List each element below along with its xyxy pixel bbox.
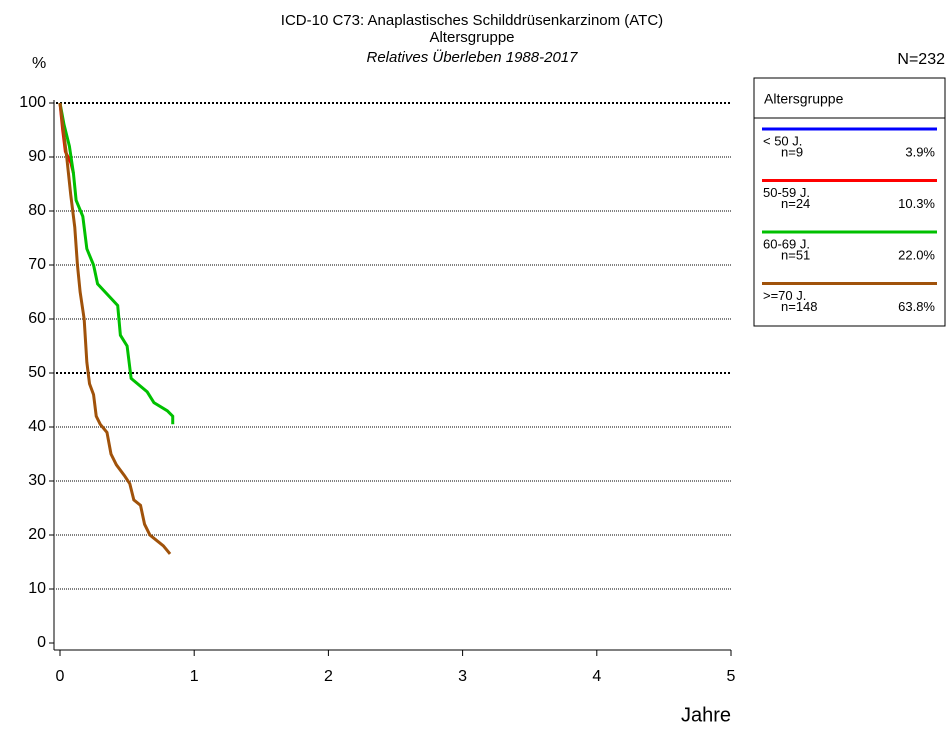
y-tick-label: 80 (28, 202, 46, 219)
y-axis-label: % (32, 55, 46, 72)
legend-label: 60-69 J. (763, 236, 810, 251)
survival-line (58, 102, 175, 425)
survival-line (58, 102, 172, 555)
y-tick-label: 40 (28, 418, 46, 435)
x-tick-label: 5 (727, 668, 736, 685)
legend-share: 63.8% (898, 299, 935, 314)
legend-share: 3.9% (905, 144, 935, 159)
total-count: N=232 (897, 51, 945, 68)
y-tick-label: 100 (19, 94, 46, 111)
y-tick-label: 10 (28, 580, 46, 597)
legend-label: >=70 J. (763, 288, 806, 303)
legend-label: < 50 J. (763, 133, 802, 148)
x-tick-label: 0 (56, 668, 65, 685)
legend-title: Altersgruppe (764, 91, 844, 107)
y-tick-label: 20 (28, 526, 46, 543)
legend-count: n=148 (781, 299, 818, 314)
legend-label: 50-59 J. (763, 185, 810, 200)
y-tick-label: 70 (28, 256, 46, 273)
x-tick-label: 2 (324, 668, 333, 685)
x-axis-label: Jahre (681, 704, 731, 726)
legend-share: 10.3% (898, 196, 935, 211)
y-tick-label: 30 (28, 472, 46, 489)
y-tick-label: 90 (28, 148, 46, 165)
x-tick-label: 3 (458, 668, 467, 685)
legend-share: 22.0% (898, 247, 935, 262)
legend-count: n=51 (781, 247, 810, 262)
chart-subtitle: Relatives Überleben 1988-2017 (367, 48, 579, 66)
y-tick-label: 0 (37, 634, 46, 651)
chart-title: ICD-10 C73: Anaplastisches Schilddrüsenk… (281, 12, 663, 29)
y-tick-label: 50 (28, 364, 46, 381)
chart-subtitle: Altersgruppe (429, 29, 514, 46)
legend-count: n=24 (781, 196, 810, 211)
y-tick-label: 60 (28, 310, 46, 327)
legend-count: n=9 (781, 144, 803, 159)
legend-box (753, 77, 946, 327)
x-tick-label: 1 (190, 668, 199, 685)
x-tick-label: 4 (592, 668, 601, 685)
